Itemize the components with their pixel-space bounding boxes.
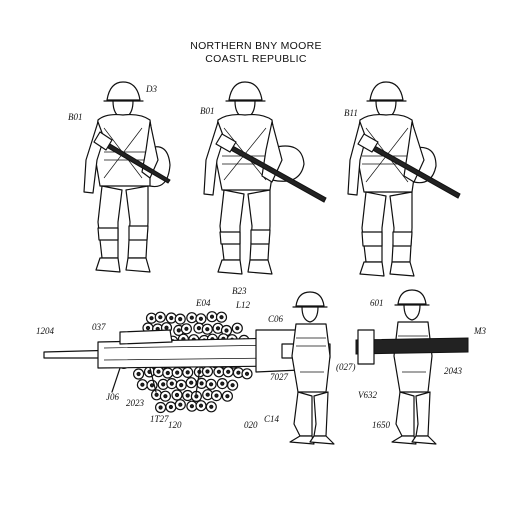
- sheet-title: NORTHERN BNY MOORE: [190, 40, 322, 52]
- callout-label: B11: [344, 108, 358, 118]
- callout-label: 7027: [270, 372, 288, 382]
- ammo-round-primer: [158, 405, 163, 410]
- ammo-round-primer: [175, 370, 180, 375]
- callout-label: 1T27: [150, 414, 169, 424]
- ammo-round-primer: [165, 370, 170, 376]
- ammo-round-primer: [185, 393, 190, 398]
- ammo-round-primer: [136, 371, 141, 377]
- ammo-round-primer: [189, 404, 194, 409]
- ammo-round-primer: [199, 381, 204, 386]
- ammo-round-primer: [169, 381, 174, 386]
- ammo-round-primer: [140, 382, 145, 387]
- ammo-round-primer: [158, 315, 163, 320]
- ammo-round-primer: [225, 394, 230, 399]
- callout-label: M3: [474, 326, 486, 336]
- ammo-round-primer: [205, 369, 210, 374]
- ammo-round-primer: [209, 314, 215, 319]
- callout-label: C06: [268, 314, 284, 324]
- ammo-round-primer: [185, 370, 190, 375]
- callout-label: 1204: [36, 326, 54, 336]
- ammo-round-primer: [174, 392, 180, 398]
- ammo-round-primer: [198, 316, 203, 321]
- ammo-round-primer: [179, 383, 184, 388]
- callout-label: 1650: [372, 420, 390, 430]
- ammo-round-primer: [219, 315, 224, 320]
- ammo-round-primer: [161, 382, 166, 387]
- callout-label: V632: [358, 390, 377, 400]
- ammo-round-primer: [220, 381, 225, 386]
- callout-label: B01: [68, 112, 83, 122]
- ammo-round-primer: [215, 326, 221, 331]
- callout-label: 020: [244, 420, 258, 430]
- ammo-round-primer: [224, 328, 229, 333]
- ammo-round-primer: [236, 370, 241, 375]
- ammo-round-primer: [156, 369, 161, 374]
- callout-label: J06: [106, 392, 119, 402]
- callout-label: 2023: [126, 398, 144, 408]
- soldier-figure-2: [203, 81, 327, 275]
- ammo-round-primer: [169, 315, 174, 321]
- callout-label: B23: [232, 286, 247, 296]
- ammo-round-primer: [214, 393, 219, 398]
- callout-label: 037: [92, 322, 106, 332]
- callout-label: L12: [236, 300, 251, 310]
- ammo-round-primer: [209, 382, 214, 387]
- callout-label: 120: [168, 420, 182, 430]
- ammo-round-primer: [205, 392, 210, 397]
- ammo-round-primer: [196, 326, 201, 331]
- ammo-round-primer: [189, 315, 194, 320]
- callout-label: 2043: [444, 366, 462, 376]
- callout-label: 601: [370, 298, 384, 308]
- soldier-figure-3: [347, 81, 461, 277]
- ammo-round-primer: [145, 325, 151, 331]
- ammo-round-primer: [163, 394, 168, 399]
- soldier-figure-1: [83, 81, 171, 273]
- ammo-round-primer: [184, 326, 189, 331]
- ammo-round-primer: [189, 380, 194, 385]
- ammo-round-primer: [235, 326, 240, 331]
- ammo-round-primer: [226, 369, 231, 374]
- ammo-round-primer: [244, 371, 250, 376]
- ammo-round-primer: [149, 383, 155, 388]
- ammo-round-primer: [230, 383, 235, 388]
- ammo-round-primer: [205, 327, 210, 332]
- ammo-round-primer: [209, 404, 214, 409]
- ammo-round-primer: [149, 316, 154, 321]
- soldier-figure-4: [289, 291, 335, 445]
- ammo-round-primer: [194, 394, 199, 399]
- callout-label: C14: [264, 414, 280, 424]
- callout-label: (027): [336, 362, 356, 372]
- ammo-round-primer: [178, 402, 183, 407]
- ammo-round-primer: [216, 369, 221, 374]
- callout-label: E04: [196, 298, 211, 308]
- ammo-round-primer: [198, 403, 204, 408]
- soldier-figure-5: [355, 289, 469, 445]
- ammo-round-primer: [168, 404, 173, 410]
- ammo-round-primer: [164, 325, 169, 330]
- callout-label: D3: [146, 84, 157, 94]
- ammo-round-primer: [176, 328, 181, 333]
- ammo-round-primer: [154, 392, 159, 397]
- callout-label: B01: [200, 106, 215, 116]
- ammo-round-primer: [178, 317, 183, 322]
- sheet-subtitle: COASTL REPUBLIC: [205, 53, 307, 65]
